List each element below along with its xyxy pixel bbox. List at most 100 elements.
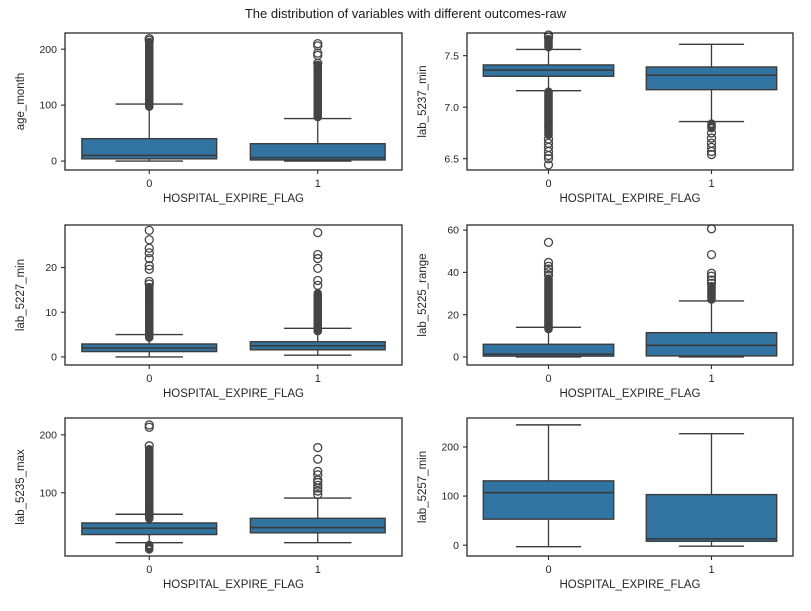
box-flag-0 — [81, 33, 218, 162]
x-axis-label: HOSPITAL_EXPIRE_FLAG — [163, 193, 304, 205]
x-tick-label: 1 — [708, 373, 714, 385]
outliers-group — [543, 30, 554, 170]
outlier-point — [543, 30, 554, 40]
y-tick-label: 200 — [39, 429, 57, 441]
outlier-point — [144, 264, 154, 274]
y-tick-label: 100 — [441, 491, 459, 503]
x-axis-label: HOSPITAL_EXPIRE_FLAG — [559, 388, 700, 400]
outlier-point — [313, 442, 323, 453]
outliers-group — [706, 224, 717, 304]
outliers-group — [313, 442, 323, 500]
outlier-point — [543, 237, 554, 247]
x-tick-label: 0 — [146, 178, 152, 190]
outlier-point — [706, 268, 717, 278]
outliers-group — [543, 237, 554, 334]
y-axis-label: lab_5235_max — [15, 449, 27, 525]
outlier-point — [313, 249, 323, 260]
y-tick-label: 0 — [51, 352, 57, 364]
outlier-point — [544, 324, 553, 334]
y-tick-label: 20 — [45, 262, 57, 274]
y-tick-label: 7.0 — [444, 102, 459, 114]
outliers-group — [313, 38, 323, 122]
y-tick-label: 0 — [453, 540, 459, 552]
x-tick-label: 0 — [545, 178, 551, 190]
outlier-point — [706, 149, 717, 160]
x-axis-label: HOSPITAL_EXPIRE_FLAG — [163, 388, 304, 400]
x-axis-label: HOSPITAL_EXPIRE_FLAG — [559, 579, 700, 591]
box-flag-1 — [645, 43, 778, 160]
outlier-point — [313, 112, 322, 122]
y-tick-label: 100 — [39, 100, 57, 112]
outlier-point — [706, 128, 717, 138]
outlier-point — [706, 249, 717, 260]
x-axis-label: HOSPITAL_EXPIRE_FLAG — [163, 579, 304, 591]
outlier-point — [144, 420, 154, 430]
y-tick-label: 6.5 — [444, 153, 459, 165]
outlier-point — [313, 486, 323, 496]
y-tick-label: 200 — [441, 442, 459, 454]
x-tick-label: 0 — [545, 373, 551, 385]
outlier-point — [707, 123, 716, 133]
iqr-box — [645, 493, 778, 542]
outlier-point — [543, 270, 554, 280]
outlier-point — [313, 253, 323, 264]
outlier-point — [544, 43, 553, 52]
y-axis-label: age_month — [15, 73, 27, 131]
outlier-point — [313, 275, 323, 286]
y-axis-label: lab_5225_range — [417, 253, 429, 336]
outlier-point — [313, 466, 323, 476]
outlier-point — [706, 278, 717, 289]
y-tick-label: 0 — [51, 156, 57, 168]
outlier-point — [706, 142, 717, 152]
y-axis-label: lab_5237_min — [417, 65, 429, 137]
y-tick-label: 10 — [45, 307, 57, 319]
outlier-point — [313, 38, 323, 49]
iqr-box — [249, 517, 386, 534]
box-flag-1 — [645, 433, 778, 547]
box-flag-1 — [645, 224, 778, 358]
iqr-box — [249, 143, 386, 161]
outlier-point — [144, 248, 154, 258]
outlier-point — [543, 261, 554, 271]
box-flag-0 — [482, 30, 615, 170]
outlier-point — [707, 295, 716, 304]
y-tick-label: 60 — [447, 225, 459, 237]
outlier-point — [543, 264, 554, 274]
axes-frame — [466, 224, 794, 366]
outlier-point — [706, 138, 717, 148]
outlier-point — [313, 470, 323, 480]
outlier-point — [313, 326, 322, 336]
outlier-point — [144, 235, 154, 245]
outlier-point — [313, 489, 323, 500]
subplot-lab_5237_min: 6.5 7.0 7.5 lab_5237_min 0 1 HOSPITAL_EXPIRE_F… — [417, 30, 794, 205]
outlier-point — [313, 475, 323, 485]
outlier-point — [543, 138, 554, 148]
axes-frame — [64, 32, 403, 171]
outlier-point — [313, 454, 323, 464]
outlier-point — [144, 545, 154, 554]
x-tick-label: 1 — [708, 178, 714, 190]
outlier-point — [144, 225, 154, 236]
iqr-box — [645, 66, 778, 91]
iqr-box — [482, 480, 615, 520]
x-tick-label: 1 — [315, 373, 321, 385]
subplot-age_month: 0 100 200 age_month 0 1 HOSPITAL_EXPIRE_FLAG — [15, 32, 403, 205]
outlier-point — [144, 441, 154, 451]
outlier-point — [543, 267, 554, 277]
iqr-box — [482, 343, 615, 357]
axes-frame — [466, 32, 794, 171]
x-axis-label: HOSPITAL_EXPIRE_FLAG — [559, 193, 700, 205]
outlier-point — [144, 279, 154, 289]
axes-frame — [466, 417, 794, 557]
figure-title: The distribution of variables with diffe… — [244, 6, 567, 21]
outlier-point — [543, 257, 554, 268]
axes-frame — [64, 417, 403, 557]
iqr-box — [81, 137, 218, 160]
outliers-group — [144, 225, 154, 342]
outlier-point — [144, 253, 154, 264]
outlier-point — [144, 102, 154, 111]
outlier-point — [144, 261, 154, 271]
outlier-point — [543, 154, 554, 164]
box-flag-0 — [81, 420, 218, 554]
x-tick-label: 0 — [146, 564, 152, 576]
